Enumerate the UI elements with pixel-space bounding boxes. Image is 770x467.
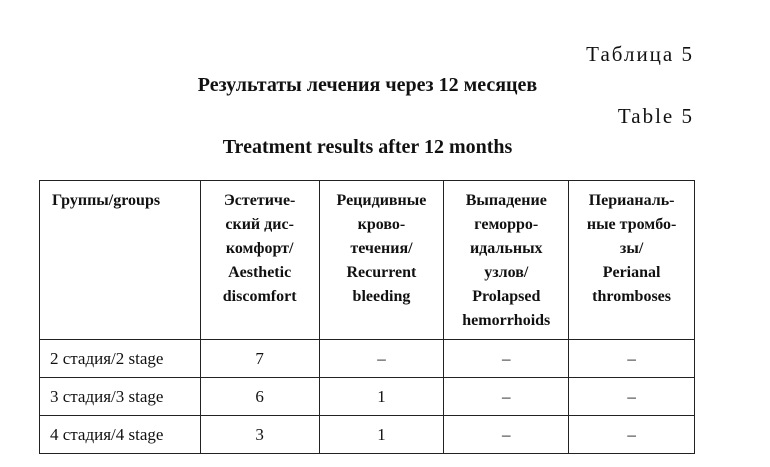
header-line: узлов/ bbox=[484, 264, 529, 281]
table-cell: 1 bbox=[318, 377, 445, 416]
table-cell: 6 bbox=[199, 377, 320, 416]
header-row: Группы/groups Эстетиче- ский дис- комфор… bbox=[39, 180, 695, 340]
table-cell: – bbox=[568, 339, 695, 378]
header-line: Рецидивные bbox=[336, 192, 427, 209]
table-cell: 1 bbox=[318, 415, 445, 454]
header-recurrent-bleeding: Рецидивные крово- течения/ Recurrent ble… bbox=[318, 180, 445, 340]
header-prolapsed-hemorrhoids: Выпадение геморро- идальных узлов/ Prola… bbox=[443, 180, 570, 340]
table-cell: – bbox=[443, 415, 570, 454]
table-cell: – bbox=[318, 339, 445, 378]
header-groups: Группы/groups bbox=[39, 180, 201, 340]
table-row: 4 стадия/4 stage 3 1 – – bbox=[39, 415, 695, 454]
header-line: Выпадение bbox=[465, 192, 547, 209]
header-line: комфорт/ bbox=[225, 240, 294, 257]
stage-cell: 3 стадия/3 stage bbox=[39, 377, 201, 416]
header-line: Перианаль- bbox=[588, 192, 675, 209]
header-line: Prolapsed bbox=[472, 288, 541, 305]
header-line: thromboses bbox=[592, 288, 671, 305]
header-line: hemorrhoids bbox=[462, 312, 551, 329]
header-line: ные тромбо- bbox=[586, 216, 677, 233]
results-table: Группы/groups Эстетиче- ский дис- комфор… bbox=[39, 180, 695, 454]
table-title-ru: Результаты лечения через 12 месяцев bbox=[197, 74, 538, 96]
header-line: bleeding bbox=[352, 288, 411, 305]
table-cell: – bbox=[568, 377, 695, 416]
table-title-en: Treatment results after 12 months bbox=[222, 136, 513, 158]
header-line: ский дис- bbox=[225, 216, 294, 233]
header-line: зы/ bbox=[619, 240, 644, 257]
stage-cell: 4 стадия/4 stage bbox=[39, 415, 201, 454]
header-line: течения/ bbox=[350, 240, 413, 257]
header-line: Perianal bbox=[602, 264, 661, 281]
header-line: крово- bbox=[357, 216, 406, 233]
stage-cell: 2 стадия/2 stage bbox=[39, 339, 201, 378]
table-cell: 3 bbox=[199, 415, 320, 454]
table-cell: – bbox=[568, 415, 695, 454]
header-line: Aesthetic bbox=[228, 264, 292, 281]
table-cell: – bbox=[443, 377, 570, 416]
header-line: Recurrent bbox=[346, 264, 417, 281]
header-line: геморро- bbox=[474, 216, 539, 233]
table-row: 3 стадия/3 stage 6 1 – – bbox=[39, 377, 695, 416]
header-line: Эстетиче- bbox=[223, 192, 296, 209]
table-label-ru: Таблица 5 bbox=[586, 42, 694, 66]
header-line: идальных bbox=[469, 240, 543, 257]
table-row: 2 стадия/2 stage 7 – – – bbox=[39, 339, 695, 378]
table-cell: 7 bbox=[199, 339, 320, 378]
table-cell: – bbox=[443, 339, 570, 378]
header-perianal-thromboses: Перианаль- ные тромбо- зы/ Perianal thro… bbox=[568, 180, 695, 340]
header-line: discomfort bbox=[222, 288, 297, 305]
header-line: Группы/groups bbox=[52, 192, 161, 209]
header-aesthetic-discomfort: Эстетиче- ский дис- комфорт/ Aesthetic d… bbox=[199, 180, 320, 340]
table-label-en: Table 5 bbox=[617, 104, 694, 128]
